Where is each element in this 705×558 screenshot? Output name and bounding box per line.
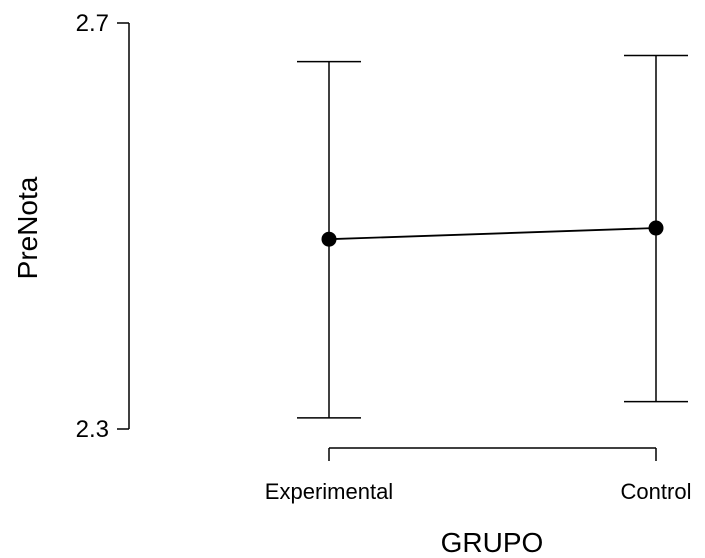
data-point	[321, 231, 337, 247]
data-point	[648, 220, 664, 236]
x-tick-label: Experimental	[265, 479, 393, 504]
series-line	[328, 227, 657, 241]
x-axis-title: GRUPO	[441, 527, 544, 558]
y-tick-label: 2.7	[76, 10, 109, 37]
y-axis-title: PreNota	[12, 176, 43, 279]
y-axis: 2.3 2.7	[76, 10, 130, 443]
x-tick-label: Control	[621, 479, 692, 504]
x-axis: Experimental Control	[265, 447, 692, 504]
plot-area	[297, 54, 688, 419]
y-tick-label: 2.3	[76, 416, 109, 443]
